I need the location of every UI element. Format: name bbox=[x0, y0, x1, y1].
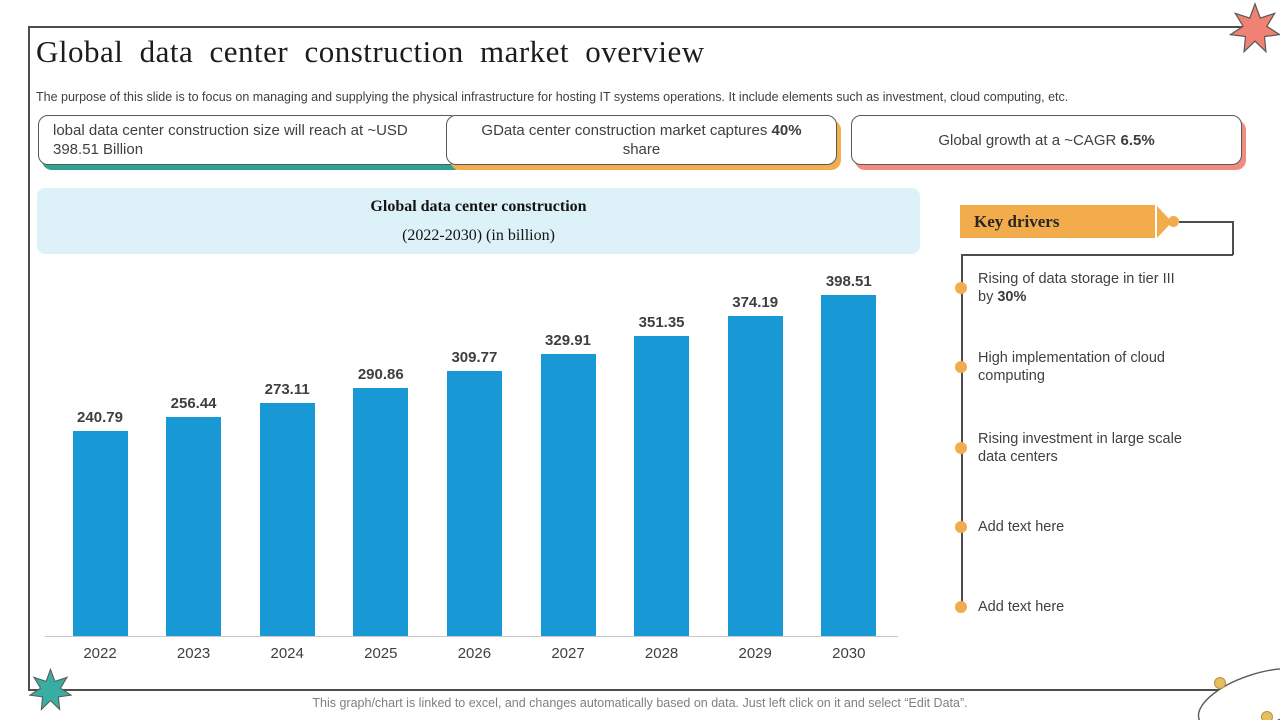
arrow-right-icon bbox=[1157, 206, 1172, 238]
bar-2023[interactable]: 256.44 bbox=[166, 395, 222, 637]
bar-value-label: 273.11 bbox=[264, 380, 310, 398]
key-driver-text: Add text here bbox=[978, 599, 1065, 615]
bar-value-label: 256.44 bbox=[170, 395, 217, 413]
x-axis-labels: 2022 2023 2024 2025 2026 2027 2028 2029 2030 bbox=[45, 645, 900, 665]
key-driver-text: Add text here bbox=[978, 519, 1065, 535]
x-axis-tick-label: 2025 bbox=[364, 645, 398, 662]
bar-value-label: 398.51 bbox=[825, 273, 872, 291]
star-icon bbox=[1228, 2, 1280, 54]
callout-cagr[interactable]: Global growth at a ~CAGR 6.5% bbox=[851, 115, 1242, 165]
bar-value-label: 329.91 bbox=[545, 332, 591, 350]
star-top-right-shape bbox=[1228, 2, 1280, 54]
bar-2030[interactable]: 398.51 bbox=[821, 273, 877, 637]
key-driver-text: Rising investment in large scale data ce… bbox=[978, 431, 1182, 465]
connector-dot-icon bbox=[1168, 216, 1179, 227]
key-driver-placeholder[interactable]: Add text here bbox=[950, 518, 1183, 536]
bar-2028[interactable]: 351.35 bbox=[634, 314, 690, 637]
bullet-dot-icon bbox=[955, 442, 967, 454]
bar-2024[interactable]: 273.11 bbox=[259, 381, 315, 637]
x-axis-line bbox=[45, 636, 898, 637]
chart-subtitle: (2022-2030) (in billion) bbox=[402, 227, 555, 244]
bullet-dot-icon bbox=[955, 521, 967, 533]
bar-value-label: 374.19 bbox=[732, 294, 779, 312]
x-axis-tick-label: 2029 bbox=[738, 645, 772, 662]
key-drivers-label: Key drivers bbox=[974, 211, 1060, 231]
bullet-dot-icon bbox=[955, 601, 967, 613]
key-driver-item[interactable]: High implementation of cloud computing bbox=[950, 349, 1183, 385]
connector-line bbox=[1232, 221, 1234, 255]
x-axis-tick-label: 2030 bbox=[832, 645, 866, 662]
callout-text: GData center construction market capture… bbox=[481, 122, 802, 158]
star-bottom-left-shape bbox=[28, 667, 73, 711]
footer-note: This graph/chart is linked to excel, and… bbox=[312, 696, 968, 710]
bar-2029[interactable]: 374.19 bbox=[727, 294, 783, 637]
bar-2025[interactable]: 290.86 bbox=[353, 366, 409, 637]
key-drivers-spine-line bbox=[961, 254, 963, 609]
bar-value-label: 290.86 bbox=[357, 365, 404, 383]
x-axis-tick-label: 2026 bbox=[457, 645, 492, 662]
bar-2027[interactable]: 329.91 bbox=[540, 332, 596, 637]
bullet-dot-icon bbox=[955, 361, 967, 373]
chart-title-box[interactable]: Global data center construction (2022-20… bbox=[37, 188, 920, 254]
frame-bottom-line bbox=[28, 689, 1280, 691]
connector-line bbox=[961, 254, 1233, 256]
x-axis-tick-label: 2028 bbox=[644, 645, 679, 662]
chart-title: Global data center construction bbox=[370, 198, 587, 215]
bullet-dot-icon bbox=[955, 282, 967, 294]
key-driver-item[interactable]: Rising of data storage in tier III by 30… bbox=[950, 270, 1183, 306]
key-driver-item[interactable]: Rising investment in large scale data ce… bbox=[950, 430, 1183, 466]
ellipse-icon bbox=[1197, 668, 1280, 720]
bar-chart-plot[interactable]: 240.79 256.44 273.11 290.86 309.77 329.91 351.… bbox=[45, 273, 900, 637]
connector-line bbox=[1179, 221, 1233, 223]
bar-value-label: 309.77 bbox=[451, 349, 498, 367]
key-drivers-header[interactable]: Key drivers bbox=[960, 205, 1155, 238]
star-icon bbox=[28, 667, 73, 711]
x-axis-tick-label: 2022 bbox=[83, 645, 117, 662]
bar-value-label: 240.79 bbox=[77, 408, 123, 426]
page-title: Global data center construction market o… bbox=[36, 34, 705, 69]
x-axis-tick-label: 2027 bbox=[551, 645, 585, 662]
callout-market-share[interactable]: GData center construction market capture… bbox=[446, 115, 837, 165]
bar-2022[interactable]: 240.79 bbox=[72, 409, 128, 637]
key-driver-text: High implementation of cloud computing bbox=[978, 350, 1165, 384]
x-axis-tick-label: 2024 bbox=[270, 645, 304, 662]
key-driver-text: Rising of data storage in tier III by 30… bbox=[978, 271, 1175, 305]
bar-value-label: 351.35 bbox=[638, 313, 685, 331]
callout-market-size[interactable]: lobal data center construction size will… bbox=[38, 115, 460, 165]
callout-text: Global growth at a ~CAGR 6.5% bbox=[938, 131, 1155, 149]
callout-text: lobal data center construction size will… bbox=[53, 122, 408, 158]
frame-left-line bbox=[28, 26, 30, 691]
x-axis-tick-label: 2023 bbox=[176, 645, 211, 662]
page-subtitle: The purpose of this slide is to focus on… bbox=[36, 90, 1069, 104]
key-driver-placeholder[interactable]: Add text here bbox=[950, 598, 1183, 616]
frame-top-line bbox=[28, 26, 1242, 28]
bar-2026[interactable]: 309.77 bbox=[446, 349, 502, 637]
